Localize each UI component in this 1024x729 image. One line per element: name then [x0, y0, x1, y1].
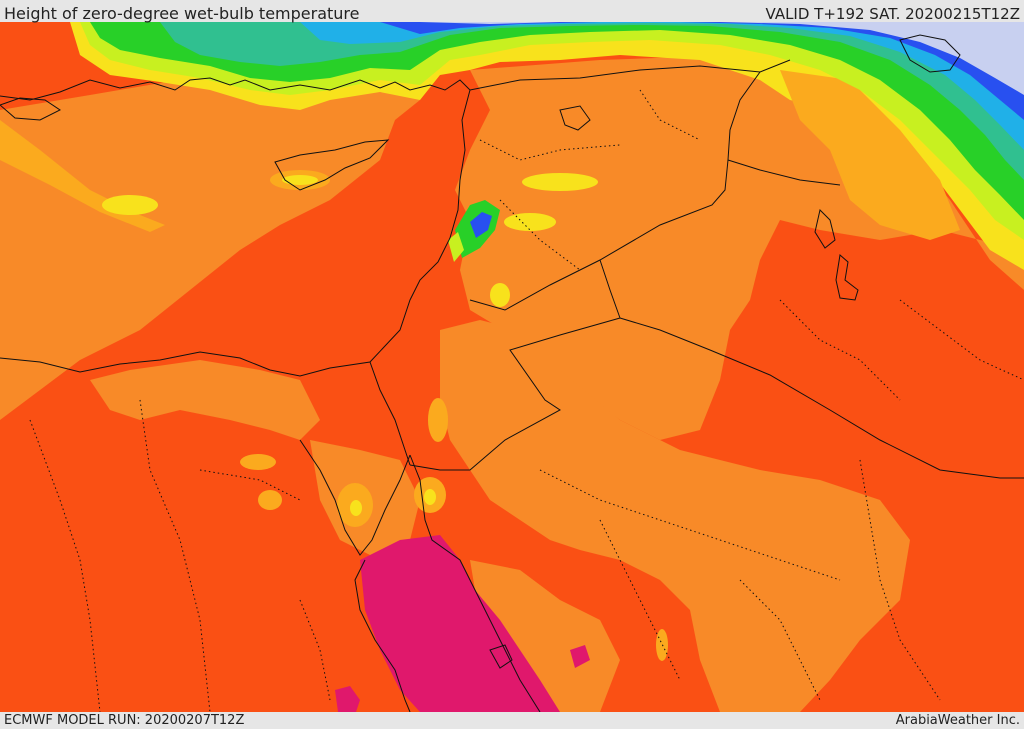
orange-zone-mediterranean: [0, 72, 420, 420]
yellow-patch-sinai: [350, 500, 362, 516]
orange-zone-south-coast: [470, 560, 620, 712]
forecast-map[interactable]: [0, 22, 1024, 712]
light-orange-patch-egypt: [258, 490, 282, 510]
yellow-green-patch-lebanon: [448, 232, 464, 262]
orange-zone-nile: [90, 360, 320, 440]
yellow-patch-libya: [102, 195, 158, 215]
model-run-label: ECMWF MODEL RUN: 20200207T12Z: [4, 713, 245, 728]
magenta-patch-coast: [570, 645, 590, 668]
magenta-zone-red-sea: [360, 535, 560, 712]
magenta-patch-south: [335, 686, 360, 712]
country-borders: [369, 59, 1024, 479]
light-orange-patch-negev: [428, 398, 448, 442]
light-orange-band-iran: [780, 70, 960, 240]
yellow-patch-jordan: [490, 283, 510, 307]
light-orange-patch-nile: [240, 454, 276, 470]
yellow-patch-aqaba: [424, 489, 436, 505]
header-bar: Height of zero-degree wet-bulb temperatu…: [0, 0, 1024, 23]
yellow-patch-cyprus: [282, 175, 318, 185]
light-orange-band-west: [0, 120, 165, 232]
coastlines: [0, 34, 961, 712]
credit-label: ArabiaWeather Inc.: [895, 713, 1020, 728]
valid-time: VALID T+192 SAT. 20200215T12Z: [765, 5, 1020, 23]
yellow-patch-syria: [522, 173, 598, 191]
footer-bar: ECMWF MODEL RUN: 20200207T12Z ArabiaWeat…: [0, 712, 1024, 729]
yellow-patch-iraq: [504, 213, 556, 231]
green-band: [90, 22, 1024, 220]
province-borders: [29, 89, 1024, 712]
map-title: Height of zero-degree wet-bulb temperatu…: [4, 4, 360, 23]
blue-patch-lebanon: [470, 212, 492, 238]
lavender-high-levels: [420, 22, 1024, 95]
orange-zone-jordan: [440, 320, 910, 712]
